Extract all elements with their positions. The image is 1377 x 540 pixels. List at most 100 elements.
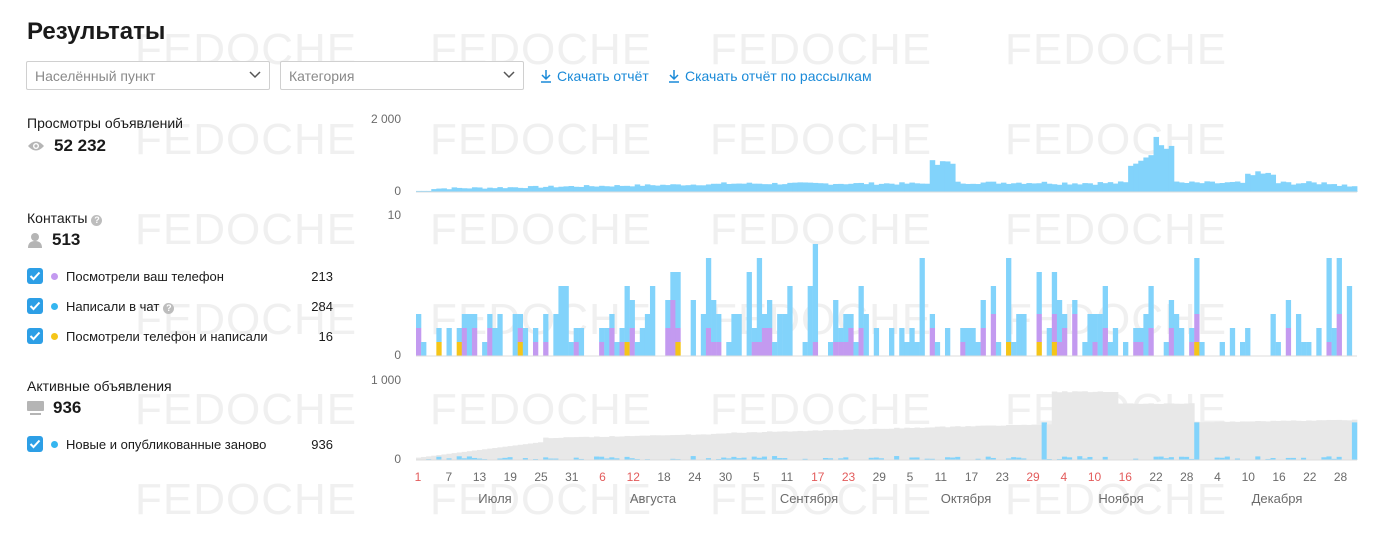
active-total-bar (716, 433, 722, 460)
views-bar (517, 187, 524, 192)
contacts-bar (649, 286, 656, 356)
active-total-bar (1189, 403, 1195, 460)
category-select[interactable]: Категория (280, 61, 524, 90)
active-new-bar (1067, 457, 1073, 460)
x-tick-label: 28 (1334, 470, 1348, 484)
active-total-bar (1117, 403, 1124, 460)
checkbox[interactable] (27, 268, 43, 284)
contacts-bar (563, 286, 569, 356)
active-total-bar (675, 434, 681, 460)
active-total-bar (1133, 403, 1139, 460)
active-total-bar (894, 427, 900, 460)
active-total-bar (1163, 403, 1170, 460)
contacts-bar (487, 328, 493, 356)
contacts-bar (614, 342, 620, 356)
contacts-bar (553, 314, 559, 356)
views-bar (975, 184, 981, 192)
views-bar (1316, 184, 1322, 192)
views-bar (822, 183, 829, 192)
views-bar (558, 186, 564, 192)
views-bar (1148, 155, 1154, 192)
active-total-bar (858, 429, 865, 460)
contacts-bar (812, 342, 819, 356)
contact-filter-phone[interactable]: Посмотрели ваш телефон 213 (27, 268, 333, 286)
views-bar (1061, 182, 1068, 192)
active-total-bar (685, 434, 692, 460)
contacts-bar (1092, 314, 1098, 342)
checkbox[interactable] (27, 328, 43, 344)
active-total-bar (1006, 425, 1012, 460)
active-new-bar (1270, 458, 1276, 460)
x-month-label: Декабря (1252, 491, 1303, 506)
x-tick-label: 17 (965, 470, 979, 484)
checkbox[interactable] (27, 436, 43, 452)
active-total-bar (649, 435, 656, 460)
contacts-bar (934, 342, 941, 356)
active-total-bar (1341, 420, 1348, 460)
views-bar (583, 185, 590, 192)
views-bar (1046, 183, 1053, 192)
views-bar (868, 182, 875, 192)
views-bar (1133, 163, 1139, 192)
active-total-bar (1336, 419, 1343, 460)
active-total-bar (1011, 424, 1017, 460)
help-icon[interactable]: ? (91, 215, 103, 226)
views-bar (741, 183, 748, 192)
active-total-bar (477, 449, 483, 460)
contacts-bar (1331, 328, 1337, 356)
help-icon[interactable]: ? (163, 303, 175, 314)
views-bar (1082, 183, 1088, 192)
active-total-bar (700, 434, 707, 460)
active-total-bar (522, 444, 529, 460)
city-select[interactable]: Населённый пункт (26, 61, 270, 90)
contacts-bar (909, 328, 915, 356)
active-total-bar (1280, 420, 1287, 460)
active-total-bar (873, 428, 880, 460)
views-bar (1234, 181, 1241, 192)
views-bar (736, 183, 742, 192)
download-mailing-report-link[interactable]: Скачать отчёт по рассылкам (668, 68, 872, 84)
views-bar (828, 184, 834, 192)
active-filter-label: Новые и опубликованные заново (66, 437, 267, 452)
views-bar (431, 189, 437, 192)
active-total-bar (512, 445, 519, 460)
contacts-bar (639, 328, 646, 356)
views-bar (782, 184, 788, 192)
checkbox[interactable] (27, 298, 43, 314)
contacts-bar (746, 272, 752, 356)
contact-filter-phone-and-chat[interactable]: Посмотрели телефон и написали 16 (27, 328, 333, 346)
contacts-bar (1006, 342, 1012, 356)
active-total-bar (751, 432, 758, 460)
views-bar (1056, 184, 1063, 192)
contacts-bar (675, 342, 681, 356)
views-bar (817, 183, 824, 192)
active-total-bar (456, 452, 463, 460)
contacts-bar (1107, 342, 1114, 356)
x-tick-label: 19 (504, 470, 518, 484)
active-total-bar (741, 432, 748, 460)
contacts-bar (1138, 328, 1144, 342)
contact-filter-chat[interactable]: Написали в чат? 284 (27, 298, 333, 316)
download-report-link[interactable]: Скачать отчёт (540, 68, 649, 84)
contacts-bar (1072, 300, 1078, 314)
views-bar (675, 184, 681, 192)
active-new-bar (756, 457, 763, 460)
active-total-bar (553, 438, 559, 460)
views-bar (466, 188, 473, 192)
views-bar (563, 186, 569, 192)
views-bar (1229, 181, 1236, 192)
views-bar (873, 184, 880, 192)
contacts-bar (487, 314, 493, 328)
views-bar (802, 182, 809, 192)
active-new-bar (1214, 457, 1220, 460)
chevron-down-icon (249, 71, 261, 79)
contacts-bar (1275, 342, 1281, 356)
views-bar (1306, 181, 1312, 192)
contacts-bar (756, 258, 763, 342)
views-bar (634, 184, 641, 192)
views-bar (1123, 182, 1129, 192)
active-new-bar (716, 458, 722, 460)
views-bar (1290, 184, 1297, 192)
active-filter-new[interactable]: Новые и опубликованные заново 936 (27, 436, 333, 454)
active-total-bar (1260, 421, 1266, 460)
